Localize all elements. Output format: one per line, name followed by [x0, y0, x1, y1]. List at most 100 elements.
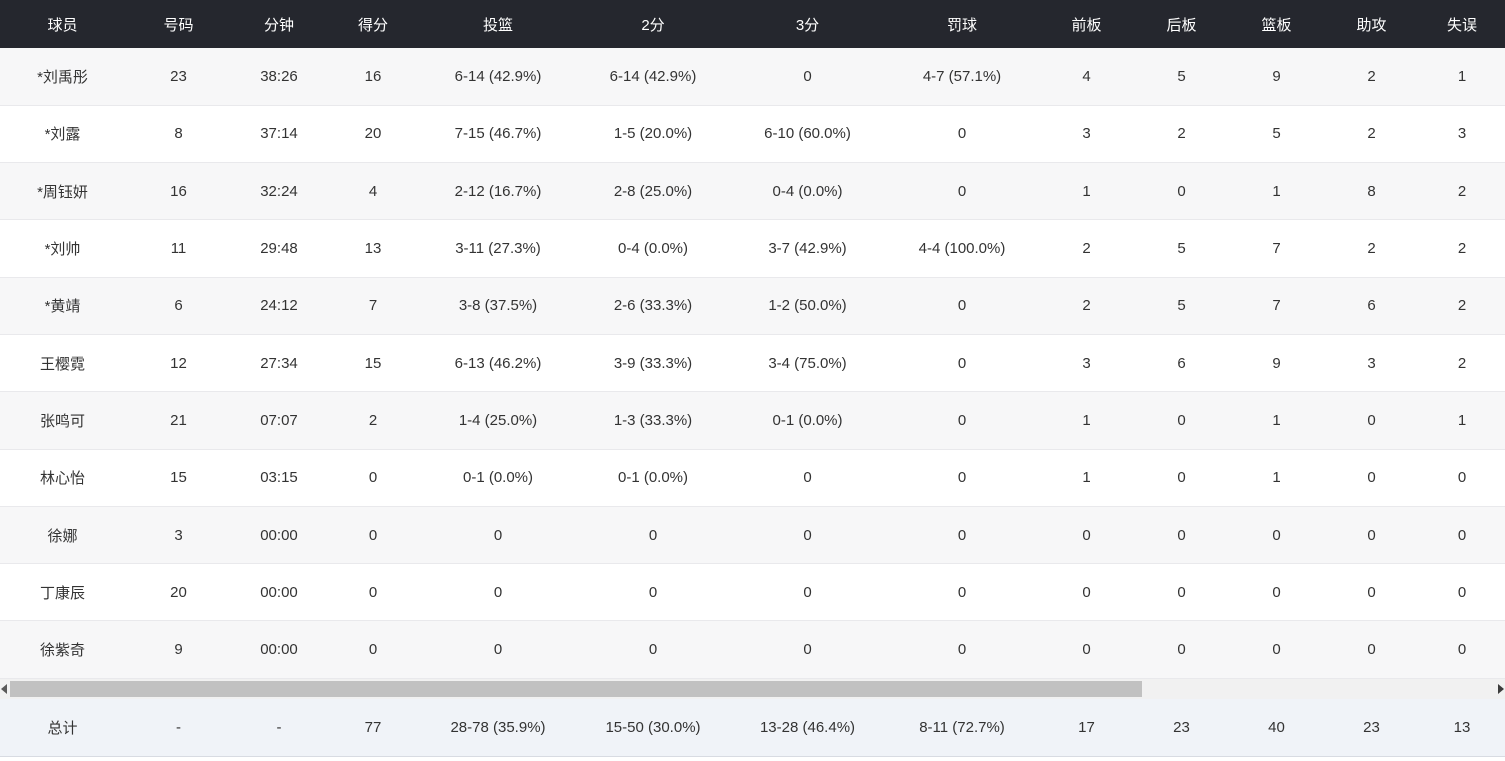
- stat-cell: 0: [885, 105, 1039, 164]
- stat-cell: 23: [125, 48, 232, 106]
- stat-cell: 0-4 (0.0%): [730, 162, 885, 221]
- total-stat-cell: 13-28 (46.4%): [730, 698, 885, 758]
- stat-cell: 8: [125, 105, 232, 164]
- column-header-11[interactable]: 篮板: [1229, 0, 1324, 48]
- stat-cell: 0: [885, 391, 1039, 450]
- stat-cell: 3: [1039, 105, 1134, 164]
- stat-cell: 0: [1229, 620, 1324, 679]
- stat-cell: 0: [576, 620, 730, 679]
- stat-cell: 0: [885, 277, 1039, 335]
- stat-cell: 0: [1039, 563, 1134, 622]
- stat-cell: 3-8 (37.5%): [420, 277, 576, 335]
- stat-cell: 0: [1324, 506, 1419, 565]
- stat-cell: 24:12: [232, 277, 326, 335]
- stat-cell: 4-4 (100.0%): [885, 219, 1039, 278]
- stat-cell: 3-11 (27.3%): [420, 219, 576, 278]
- table-row: *刘露 8 37:14 20 7-15 (46.7%) 1-5 (20.0%) 6-10 (…: [0, 105, 1505, 164]
- stat-cell: 0: [1419, 563, 1505, 622]
- horizontal-scrollbar[interactable]: [0, 678, 1505, 699]
- total-stat-cell: 13: [1419, 698, 1505, 758]
- stat-cell: 3: [1419, 105, 1505, 164]
- stat-cell: 0: [1324, 620, 1419, 679]
- column-header-2[interactable]: 号码: [125, 0, 232, 48]
- stat-cell: 0: [420, 563, 576, 622]
- stat-cell: 5: [1134, 219, 1229, 278]
- player-name-cell: 张鸣可: [0, 391, 125, 450]
- column-header-7[interactable]: 3分: [730, 0, 885, 48]
- stat-cell: 9: [125, 620, 232, 679]
- stat-cell: 2: [326, 391, 420, 450]
- stat-cell: 8: [1324, 162, 1419, 221]
- column-header-13[interactable]: 失误: [1419, 0, 1505, 48]
- totals-table: 总计 - -77 28-78 (35.9%) 15-50 (30.0%) 13-28 (4…: [0, 698, 1505, 758]
- stat-cell: 0: [1419, 506, 1505, 565]
- stat-cell: 03:15: [232, 449, 326, 507]
- stat-cell: 2: [1324, 48, 1419, 106]
- stat-cell: 37:14: [232, 105, 326, 164]
- stat-cell: 21: [125, 391, 232, 450]
- column-header-8[interactable]: 罚球: [885, 0, 1039, 48]
- stat-cell: 0: [326, 449, 420, 507]
- stat-cell: 15: [326, 334, 420, 393]
- stat-cell: 0: [326, 506, 420, 565]
- stat-cell: 6-13 (46.2%): [420, 334, 576, 393]
- stat-cell: 1-5 (20.0%): [576, 105, 730, 164]
- total-label-cell: 总计: [0, 698, 125, 758]
- stat-cell: 0: [576, 563, 730, 622]
- stat-cell: 0-4 (0.0%): [576, 219, 730, 278]
- stat-cell: 38:26: [232, 48, 326, 106]
- stat-cell: 6-14 (42.9%): [420, 48, 576, 106]
- stat-cell: 13: [326, 219, 420, 278]
- player-name-cell: 王樱霓: [0, 334, 125, 393]
- scroll-right-icon[interactable]: [1498, 683, 1504, 694]
- stat-cell: 6-14 (42.9%): [576, 48, 730, 106]
- column-header-6[interactable]: 2分: [576, 0, 730, 48]
- stat-cell: 00:00: [232, 563, 326, 622]
- total-stat-cell: -: [125, 698, 232, 758]
- stat-cell: 0: [885, 563, 1039, 622]
- total-stat-cell: 40: [1229, 698, 1324, 758]
- stat-cell: 4: [1039, 48, 1134, 106]
- stat-cell: 2: [1324, 219, 1419, 278]
- column-header-10[interactable]: 后板: [1134, 0, 1229, 48]
- stat-cell: 2-8 (25.0%): [576, 162, 730, 221]
- stat-cell: 3: [1324, 334, 1419, 393]
- stat-cell: 32:24: [232, 162, 326, 221]
- stat-cell: 2: [1324, 105, 1419, 164]
- column-header-4[interactable]: 得分: [326, 0, 420, 48]
- stat-cell: 00:00: [232, 506, 326, 565]
- stat-cell: 0: [730, 620, 885, 679]
- column-header-5[interactable]: 投篮: [420, 0, 576, 48]
- stat-cell: 6: [1134, 334, 1229, 393]
- player-name-cell: 林心怡: [0, 449, 125, 507]
- stat-cell: 0: [730, 506, 885, 565]
- stat-cell: 6-10 (60.0%): [730, 105, 885, 164]
- stat-cell: 0: [326, 563, 420, 622]
- column-header-1[interactable]: 球员: [0, 0, 125, 48]
- stat-cell: 20: [125, 563, 232, 622]
- stat-cell: 07:07: [232, 391, 326, 450]
- stat-cell: 0: [326, 620, 420, 679]
- stat-cell: 1-3 (33.3%): [576, 391, 730, 450]
- column-header-3[interactable]: 分钟: [232, 0, 326, 48]
- table-row: *周钰妍 16 32:24 4 2-12 (16.7%) 2-8 (25.0%) 0-4 (…: [0, 162, 1505, 221]
- total-stat-cell: -: [232, 698, 326, 758]
- total-stat-cell: 8-11 (72.7%): [885, 698, 1039, 758]
- scrollbar-thumb[interactable]: [10, 680, 1142, 697]
- stat-cell: 3-9 (33.3%): [576, 334, 730, 393]
- stat-cell: 5: [1134, 48, 1229, 106]
- stat-cell: 0: [1419, 449, 1505, 507]
- stat-cell: 0: [1134, 563, 1229, 622]
- header-row: 球员 号码 分钟 得分 投篮 2分 3分 罚球 前板 后板 篮板 助攻 失误: [0, 0, 1505, 48]
- column-header-12[interactable]: 助攻: [1324, 0, 1419, 48]
- stat-cell: 29:48: [232, 219, 326, 278]
- scroll-left-icon[interactable]: [1, 683, 7, 694]
- column-header-9[interactable]: 前板: [1039, 0, 1134, 48]
- stat-cell: 0: [885, 620, 1039, 679]
- stat-cell: 1: [1229, 162, 1324, 221]
- total-stat-cell: 23: [1134, 698, 1229, 758]
- stat-cell: 1: [1039, 162, 1134, 221]
- stat-cell: 2: [1134, 105, 1229, 164]
- table-row: 林心怡 15 03:15 0 0-1 (0.0%) 0-1 (0.0%) 0 0 1 0 1 0 0: [0, 449, 1505, 507]
- player-name-cell: *黄靖: [0, 277, 125, 335]
